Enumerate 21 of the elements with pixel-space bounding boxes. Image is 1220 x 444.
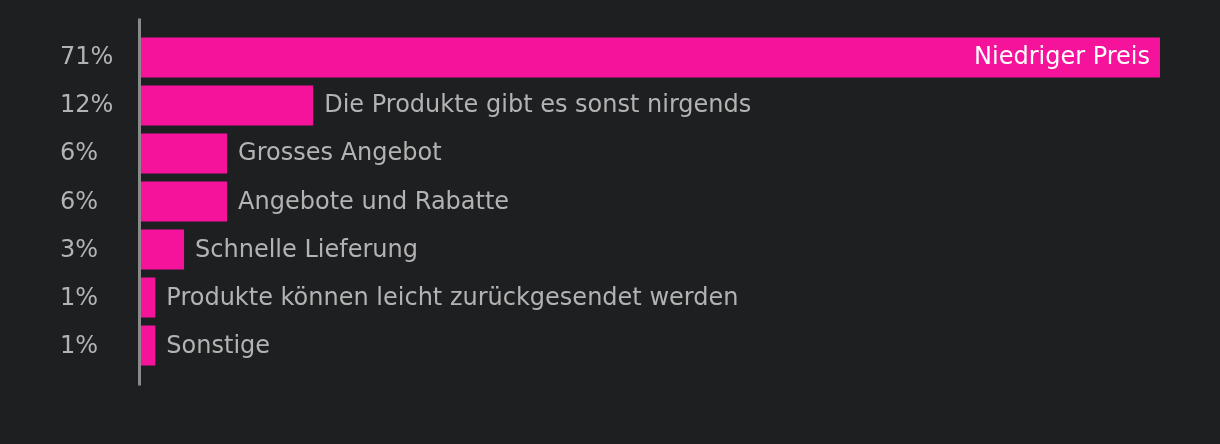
bar (141, 85, 314, 126)
bar (141, 325, 156, 366)
data-label: 6% (60, 186, 99, 215)
y-tick-label: Niedriger Preis (974, 42, 1150, 71)
data-label: 12% (60, 90, 114, 119)
y-tick-label: Produkte können leicht zurückgesendet werden (166, 282, 739, 311)
bar (141, 133, 228, 174)
data-label: 6% (60, 138, 99, 167)
bar (141, 277, 156, 318)
data-label: 3% (60, 234, 99, 263)
bar (141, 229, 185, 270)
y-tick-label: Angebote und Rabatte (238, 186, 510, 215)
data-label: 1% (60, 330, 99, 359)
bar (141, 181, 228, 222)
data-label: 71% (60, 42, 114, 71)
data-label: 1% (60, 282, 99, 311)
y-tick-label: Sonstige (166, 330, 271, 359)
y-tick-label: Grosses Angebot (238, 138, 442, 167)
y-tick-label: Schnelle Lieferung (195, 234, 418, 263)
bar (141, 37, 1160, 78)
y-tick-label: Die Produkte gibt es sonst nirgends (324, 90, 752, 119)
